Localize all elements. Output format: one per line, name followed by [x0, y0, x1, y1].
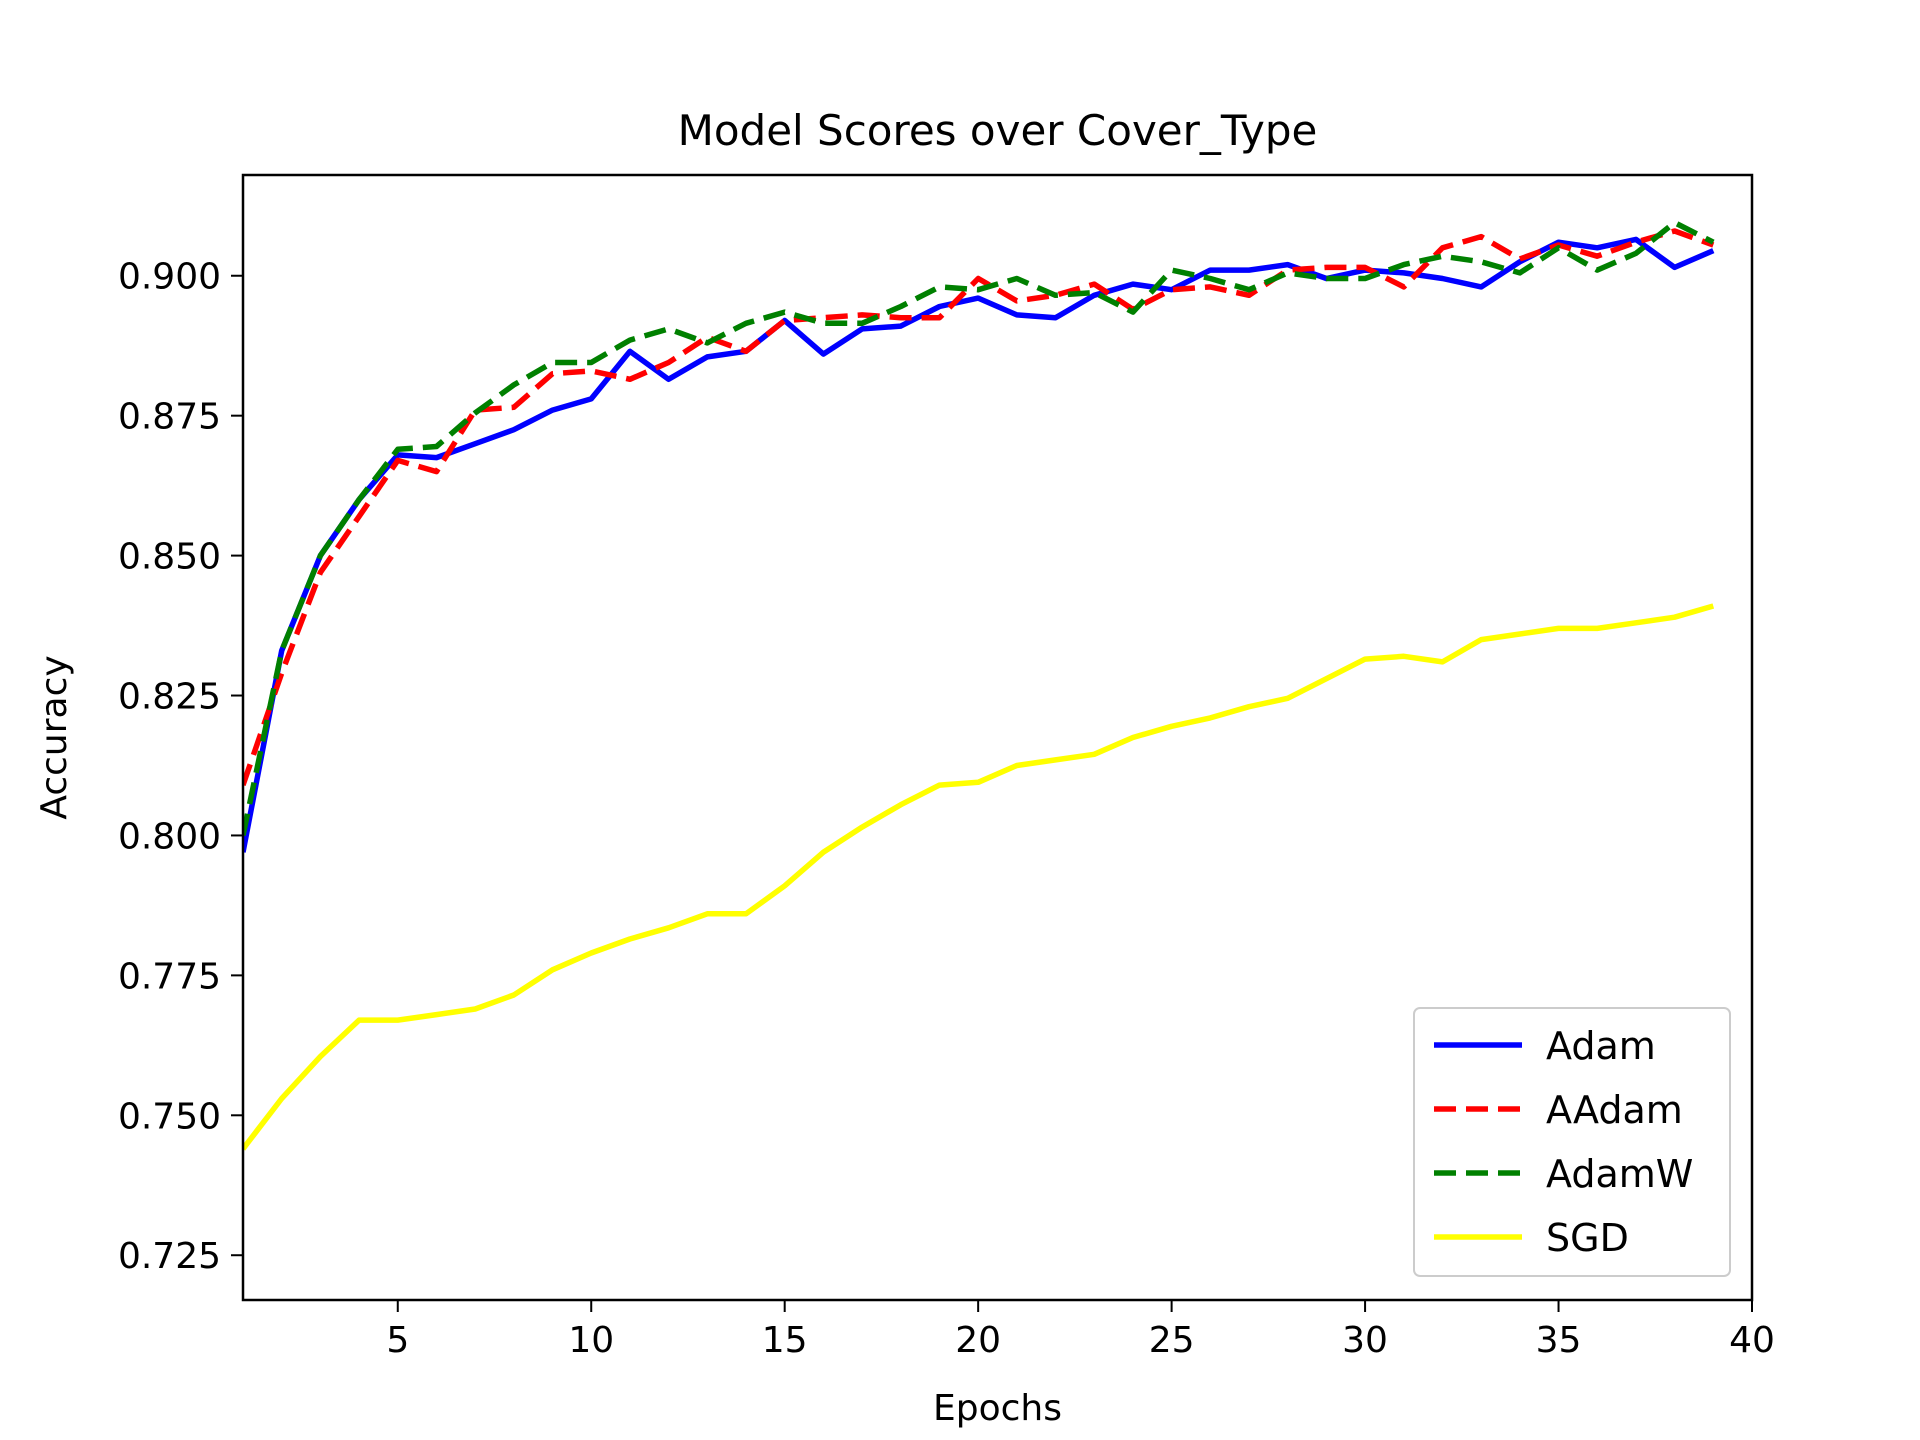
- x-tick-label: 35: [1536, 1320, 1582, 1361]
- series-line-aadam: [243, 228, 1715, 786]
- x-tick-label: 5: [386, 1320, 409, 1361]
- x-tick-label: 30: [1342, 1320, 1388, 1361]
- series-lines: [243, 219, 1715, 1151]
- legend-label: Adam: [1546, 1024, 1656, 1068]
- x-tick-label: 20: [955, 1320, 1001, 1361]
- x-axis-label: Epochs: [933, 1388, 1062, 1429]
- series-line-adamw: [243, 219, 1715, 836]
- legend-label: SGD: [1546, 1216, 1629, 1260]
- y-tick-label: 0.850: [118, 537, 221, 578]
- y-tick-label: 0.900: [118, 257, 221, 298]
- legend-box: [1413, 1007, 1731, 1277]
- x-tick-label: 40: [1729, 1320, 1775, 1361]
- y-axis-ticks: 0.725 0.750 0.775 0.800 0.825 0.850 0.875 0.900: [118, 257, 243, 1277]
- y-tick-label: 0.800: [118, 816, 221, 857]
- series-line-adam: [243, 236, 1715, 853]
- chart-title: Model Scores over Cover_Type: [678, 106, 1318, 155]
- x-tick-label: 25: [1149, 1320, 1195, 1361]
- legend: Adam AAdam AdamW SGD: [1413, 1007, 1731, 1277]
- legend-label: AdamW: [1546, 1152, 1693, 1196]
- x-tick-label: 10: [568, 1320, 614, 1361]
- y-tick-label: 0.750: [118, 1096, 221, 1137]
- y-tick-label: 0.825: [118, 677, 221, 718]
- x-tick-label: 15: [762, 1320, 808, 1361]
- y-axis-label: Accuracy: [34, 655, 75, 819]
- y-tick-label: 0.775: [118, 956, 221, 997]
- series-line-sgd: [243, 603, 1715, 1151]
- legend-label: AAdam: [1546, 1088, 1683, 1132]
- y-tick-label: 0.725: [118, 1236, 221, 1277]
- x-axis-ticks: 5 10 15 20 25 30 35 40: [386, 1300, 1775, 1361]
- y-tick-label: 0.875: [118, 397, 221, 438]
- plot-frame: [241, 173, 1754, 1302]
